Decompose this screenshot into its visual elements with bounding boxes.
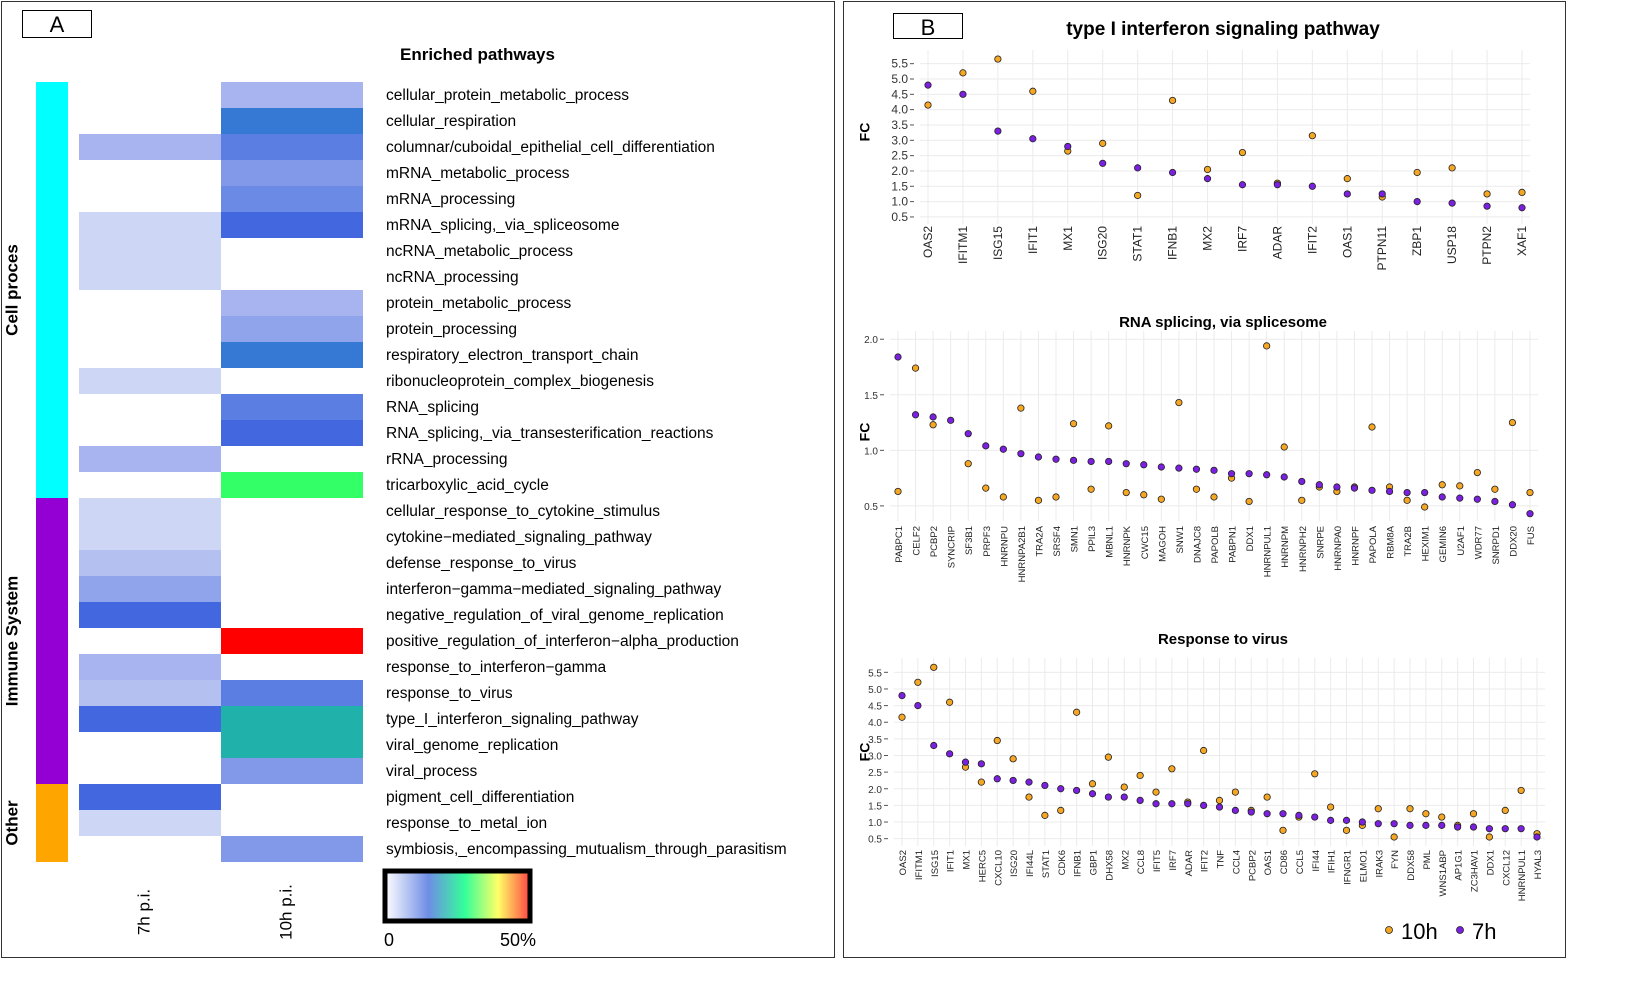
pathway-label: ncRNA_processing <box>386 269 519 286</box>
pathway-label: protein_metabolic_process <box>386 295 571 312</box>
pathway-label: protein_processing <box>386 321 517 338</box>
heat-cell-7h <box>79 680 221 706</box>
column-label: 10h p.i. <box>276 884 295 940</box>
pathway-label: type_I_interferon_signaling_pathway <box>386 711 639 728</box>
pathway-label: mRNA_splicing,_via_spliceosome <box>386 217 619 234</box>
pathway-label: cellular_respiration <box>386 113 516 130</box>
pathway-label: defense_response_to_virus <box>386 555 577 572</box>
panel-a-frame <box>1 1 835 958</box>
scale-min-label: 0 <box>384 930 394 950</box>
group-bar-0 <box>36 82 68 498</box>
heat-cell-10h <box>221 680 363 706</box>
pathway-label: cellular_protein_metabolic_process <box>386 87 629 104</box>
column-label: 7h p.i. <box>134 889 153 935</box>
pathway-label: RNA_splicing,_via_transesterification_re… <box>386 425 714 442</box>
heat-cell-7h <box>79 238 221 264</box>
heat-cell-10h <box>221 186 363 212</box>
pathway-label: tricarboxylic_acid_cycle <box>386 477 549 494</box>
heat-cell-7h <box>79 264 221 290</box>
panel-b-label: B <box>893 13 963 40</box>
heat-cell-10h <box>221 160 363 186</box>
heat-cell-10h <box>221 394 363 420</box>
pathway-label: ncRNA_metabolic_process <box>386 243 573 260</box>
heat-cell-7h <box>79 706 221 732</box>
color-scale <box>382 868 533 924</box>
heat-cell-7h <box>79 446 221 472</box>
heat-cell-7h <box>79 810 221 836</box>
pathway-label: rRNA_processing <box>386 451 507 468</box>
group-label: Cell proces <box>2 244 21 336</box>
pathway-label: mRNA_metabolic_process <box>386 165 570 182</box>
heat-cell-7h <box>79 212 221 238</box>
heat-cell-7h <box>79 524 221 550</box>
pathway-label: mRNA_processing <box>386 191 515 208</box>
panel-a-title: Enriched pathways <box>400 45 555 64</box>
pathway-label: viral_genome_replication <box>386 737 558 754</box>
heat-cell-7h <box>79 498 221 524</box>
pathway-label: columnar/cuboidal_epithelial_cell_differ… <box>386 139 715 156</box>
pathway-label: ribonucleoprotein_complex_biogenesis <box>386 373 654 390</box>
pathway-label: response_to_virus <box>386 685 513 702</box>
pathway-label: respiratory_electron_transport_chain <box>386 347 638 364</box>
heat-cell-7h <box>79 550 221 576</box>
heat-cell-7h <box>79 576 221 602</box>
heat-cell-10h <box>221 420 363 446</box>
heat-cell-10h <box>221 212 363 238</box>
pathway-label: viral_process <box>386 763 478 780</box>
heat-cell-7h <box>79 368 221 394</box>
heat-cell-10h <box>221 628 363 654</box>
heat-cell-7h <box>79 602 221 628</box>
pathway-label: pigment_cell_differentiation <box>386 789 574 806</box>
heat-cell-10h <box>221 342 363 368</box>
group-bar-1 <box>36 498 68 784</box>
scale-max-label: 50% <box>500 930 536 950</box>
heatmap: Cell proces Immune System Other cellular_pr… <box>2 82 787 950</box>
pathway-label: RNA_splicing <box>386 399 479 416</box>
pathway-label: negative_regulation_of_viral_genome_repl… <box>386 607 724 624</box>
heat-cell-7h <box>79 784 221 810</box>
pathway-label: cellular_response_to_cytokine_stimulus <box>386 503 660 520</box>
heat-cell-10h <box>221 758 363 784</box>
heat-cell-7h <box>79 134 221 160</box>
pathway-label: cytokine−mediated_signaling_pathway <box>386 529 652 546</box>
pathway-label: positive_regulation_of_interferon−alpha_… <box>386 633 739 650</box>
group-bar-2 <box>36 784 68 862</box>
group-label: Other <box>2 800 21 846</box>
heat-cell-10h <box>221 82 363 108</box>
heat-cell-10h <box>221 108 363 134</box>
pathway-label: interferon−gamma−mediated_signaling_path… <box>386 581 721 598</box>
pathway-label: response_to_interferon−gamma <box>386 659 607 676</box>
panel-a-label: A <box>22 10 92 38</box>
heat-cell-10h <box>221 836 363 862</box>
heat-cell-10h <box>221 290 363 316</box>
pathway-label: symbiosis,_encompassing_mutualism_throug… <box>386 841 787 858</box>
group-label: Immune System <box>2 576 21 706</box>
heat-cell-10h <box>221 134 363 160</box>
heat-cell-10h <box>221 472 363 498</box>
heat-cell-10h <box>221 706 363 732</box>
pathway-label: response_to_metal_ion <box>386 815 547 832</box>
panel-b-frame <box>843 1 1566 958</box>
heat-cell-10h <box>221 732 363 758</box>
heat-cell-7h <box>79 654 221 680</box>
heat-cell-10h <box>221 316 363 342</box>
